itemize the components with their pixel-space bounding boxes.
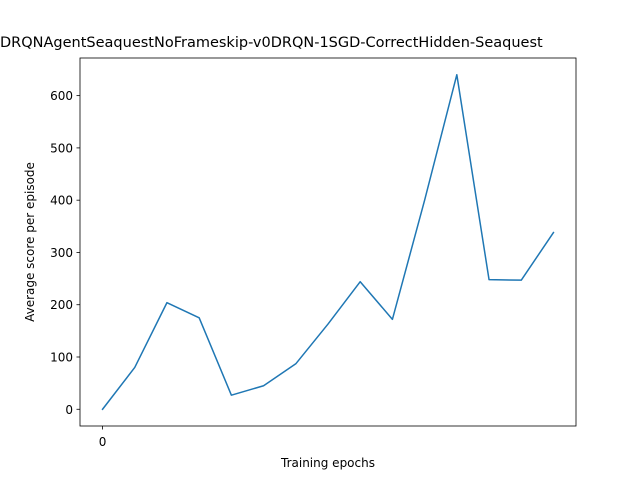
series-line-0	[101, 73, 555, 411]
y-tick-label: 200	[50, 298, 73, 312]
y-tick-label: 500	[50, 141, 73, 155]
chart-title: DRQNAgentSeaquestNoFrameskip-v0DRQN-1SGD…	[0, 35, 640, 51]
chart-title-text: DRQNAgentSeaquestNoFrameskip-v0DRQN-1SGD…	[0, 35, 543, 51]
y-axis-label: Average score per episode	[23, 162, 37, 322]
x-axis-label: Training epochs	[280, 456, 375, 470]
y-tick-label: 600	[50, 89, 73, 103]
x-axis: 0	[99, 426, 107, 449]
y-tick-label: 100	[50, 351, 73, 365]
plot-frame	[79, 57, 577, 427]
y-tick-label: 0	[65, 403, 73, 417]
plot-area	[79, 57, 577, 427]
y-axis: 0 100 200 300 400 500 600	[50, 89, 80, 417]
y-tick-label: 300	[50, 246, 73, 260]
x-tick-label: 0	[99, 435, 107, 449]
y-tick-label: 400	[50, 194, 73, 208]
